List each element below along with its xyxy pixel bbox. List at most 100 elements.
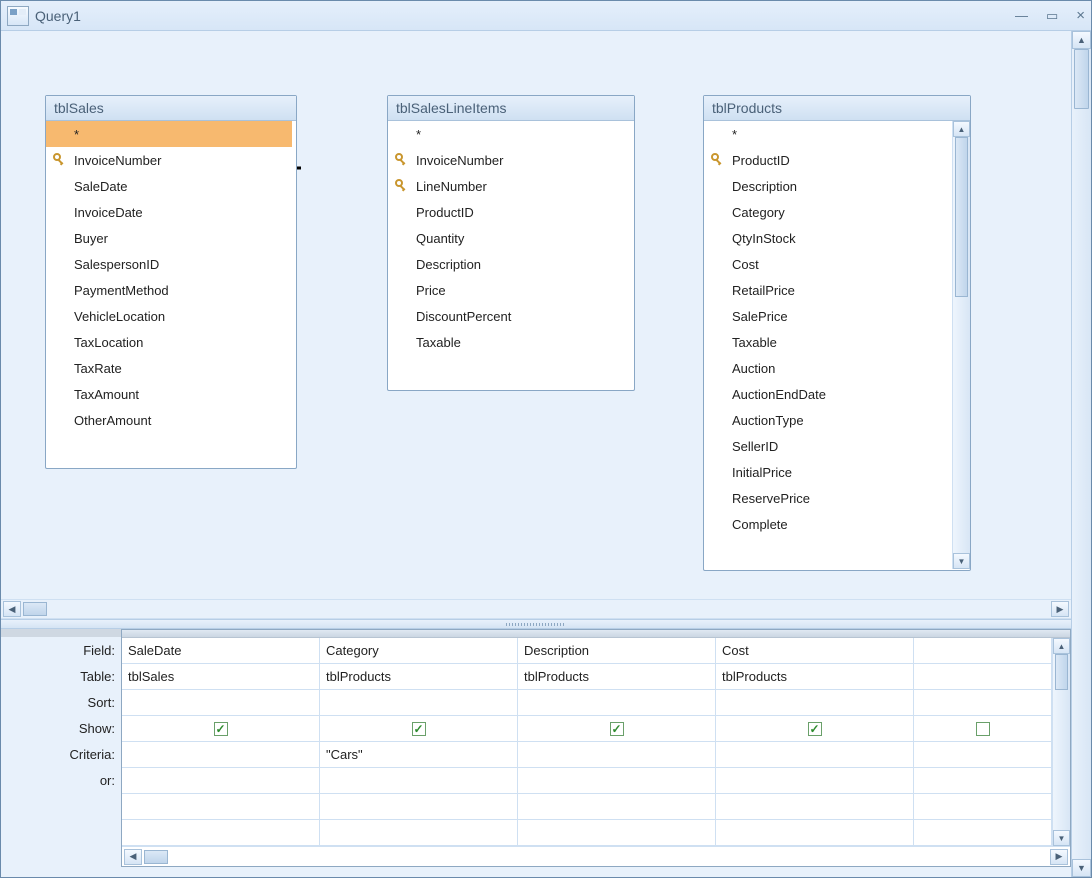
scroll-down-icon[interactable]: ▼ (1053, 830, 1070, 846)
field-row[interactable]: * (46, 121, 292, 147)
pane-splitter[interactable] (1, 619, 1071, 629)
grid-cell[interactable] (716, 742, 914, 767)
table-header[interactable]: tblSales (46, 96, 296, 121)
grid-cell[interactable] (914, 638, 1052, 663)
grid-cell[interactable] (914, 794, 1052, 819)
grid-cell[interactable] (122, 716, 320, 741)
grid-cell[interactable] (122, 768, 320, 793)
restore-button[interactable]: ▭ (1046, 8, 1058, 24)
grid-cell[interactable] (716, 716, 914, 741)
grid-cell[interactable] (914, 768, 1052, 793)
table-tblSales[interactable]: tblSales*InvoiceNumberSaleDateInvoiceDat… (45, 95, 297, 469)
grid-cell[interactable]: Description (518, 638, 716, 663)
grid-cell[interactable] (320, 794, 518, 819)
grid-cell[interactable] (518, 742, 716, 767)
field-row[interactable]: InvoiceNumber (388, 147, 630, 173)
grid-hscrollbar[interactable]: ◀ ▶ (122, 846, 1070, 866)
field-row[interactable]: TaxLocation (46, 329, 292, 355)
grid-cell[interactable] (320, 690, 518, 715)
scroll-down-icon[interactable]: ▼ (1072, 859, 1091, 877)
grid-cell[interactable] (716, 794, 914, 819)
scroll-right-icon[interactable]: ▶ (1050, 849, 1068, 865)
field-row[interactable]: VehicleLocation (46, 303, 292, 329)
field-row[interactable]: * (388, 121, 630, 147)
scroll-up-icon[interactable]: ▲ (953, 121, 970, 137)
grid-cell[interactable] (518, 690, 716, 715)
grid-cell[interactable]: tblSales (122, 664, 320, 689)
grid-column-headers[interactable] (122, 630, 1070, 638)
table-header[interactable]: tblSalesLineItems (388, 96, 634, 121)
grid-cell[interactable] (914, 742, 1052, 767)
grid-cell[interactable]: "Cars" (320, 742, 518, 767)
field-row[interactable]: SalespersonID (46, 251, 292, 277)
field-row[interactable]: Auction (704, 355, 948, 381)
field-row[interactable]: RetailPrice (704, 277, 948, 303)
scroll-right-icon[interactable]: ▶ (1051, 601, 1069, 617)
grid-vscrollbar[interactable]: ▲ ▼ (1052, 638, 1070, 846)
field-row[interactable]: AuctionType (704, 407, 948, 433)
field-row[interactable]: PaymentMethod (46, 277, 292, 303)
show-checkbox[interactable] (412, 722, 426, 736)
field-row[interactable]: Complete (704, 511, 948, 537)
scroll-thumb[interactable] (23, 602, 47, 616)
field-row[interactable]: Price (388, 277, 630, 303)
grid-cell[interactable] (914, 820, 1052, 845)
field-row[interactable]: DiscountPercent (388, 303, 630, 329)
field-row[interactable]: InvoiceDate (46, 199, 292, 225)
table-header[interactable]: tblProducts (704, 96, 970, 121)
field-row[interactable]: Description (388, 251, 630, 277)
field-row[interactable]: Taxable (388, 329, 630, 355)
table-vscrollbar[interactable]: ▲▼ (952, 121, 970, 569)
grid-cell[interactable] (320, 716, 518, 741)
field-row[interactable]: TaxRate (46, 355, 292, 381)
grid-cell[interactable] (518, 716, 716, 741)
titlebar[interactable]: Query1 — ▭ × (1, 1, 1091, 31)
field-row[interactable]: SalePrice (704, 303, 948, 329)
grid-cell[interactable] (518, 768, 716, 793)
scroll-thumb[interactable] (1055, 654, 1068, 690)
field-row[interactable]: ProductID (704, 147, 948, 173)
grid-cell[interactable] (518, 794, 716, 819)
grid-cell[interactable] (122, 820, 320, 845)
field-row[interactable]: InitialPrice (704, 459, 948, 485)
grid-cell[interactable]: tblProducts (716, 664, 914, 689)
show-checkbox[interactable] (610, 722, 624, 736)
grid-cell[interactable] (716, 820, 914, 845)
field-row[interactable]: Description (704, 173, 948, 199)
field-row[interactable]: LineNumber (388, 173, 630, 199)
scroll-thumb[interactable] (144, 850, 168, 864)
table-tblSalesLineItems[interactable]: tblSalesLineItems*InvoiceNumberLineNumbe… (387, 95, 635, 391)
scroll-left-icon[interactable]: ◀ (3, 601, 21, 617)
field-row[interactable]: AuctionEndDate (704, 381, 948, 407)
qbe-grid[interactable]: SaleDateCategoryDescriptionCosttblSalest… (121, 629, 1071, 867)
field-row[interactable]: InvoiceNumber (46, 147, 292, 173)
minimize-button[interactable]: — (1015, 8, 1028, 23)
window-vscrollbar[interactable]: ▲ ▼ (1071, 31, 1091, 877)
field-row[interactable]: OtherAmount (46, 407, 292, 433)
field-row[interactable]: Category (704, 199, 948, 225)
field-row[interactable]: QtyInStock (704, 225, 948, 251)
grid-cell[interactable]: tblProducts (320, 664, 518, 689)
field-row[interactable]: Quantity (388, 225, 630, 251)
scroll-left-icon[interactable]: ◀ (124, 849, 142, 865)
diagram-hscrollbar[interactable]: ◀ ▶ (1, 599, 1071, 619)
field-row[interactable]: ReservePrice (704, 485, 948, 511)
field-row[interactable]: ProductID (388, 199, 630, 225)
field-row[interactable]: * (704, 121, 948, 147)
field-row[interactable]: SaleDate (46, 173, 292, 199)
field-row[interactable]: TaxAmount (46, 381, 292, 407)
scroll-down-icon[interactable]: ▼ (953, 553, 970, 569)
grid-cell[interactable]: Cost (716, 638, 914, 663)
scroll-thumb[interactable] (955, 137, 968, 297)
grid-cell[interactable]: Category (320, 638, 518, 663)
show-checkbox[interactable] (214, 722, 228, 736)
grid-cell[interactable] (518, 820, 716, 845)
grid-cell[interactable]: SaleDate (122, 638, 320, 663)
grid-cell[interactable] (122, 794, 320, 819)
table-diagram-pane[interactable]: 1∞1∞ tblSales*InvoiceNumberSaleDateInvoi… (1, 31, 1071, 599)
field-row[interactable]: Cost (704, 251, 948, 277)
grid-cell[interactable] (716, 690, 914, 715)
grid-cell[interactable] (914, 664, 1052, 689)
grid-cell[interactable] (320, 768, 518, 793)
field-row[interactable]: SellerID (704, 433, 948, 459)
